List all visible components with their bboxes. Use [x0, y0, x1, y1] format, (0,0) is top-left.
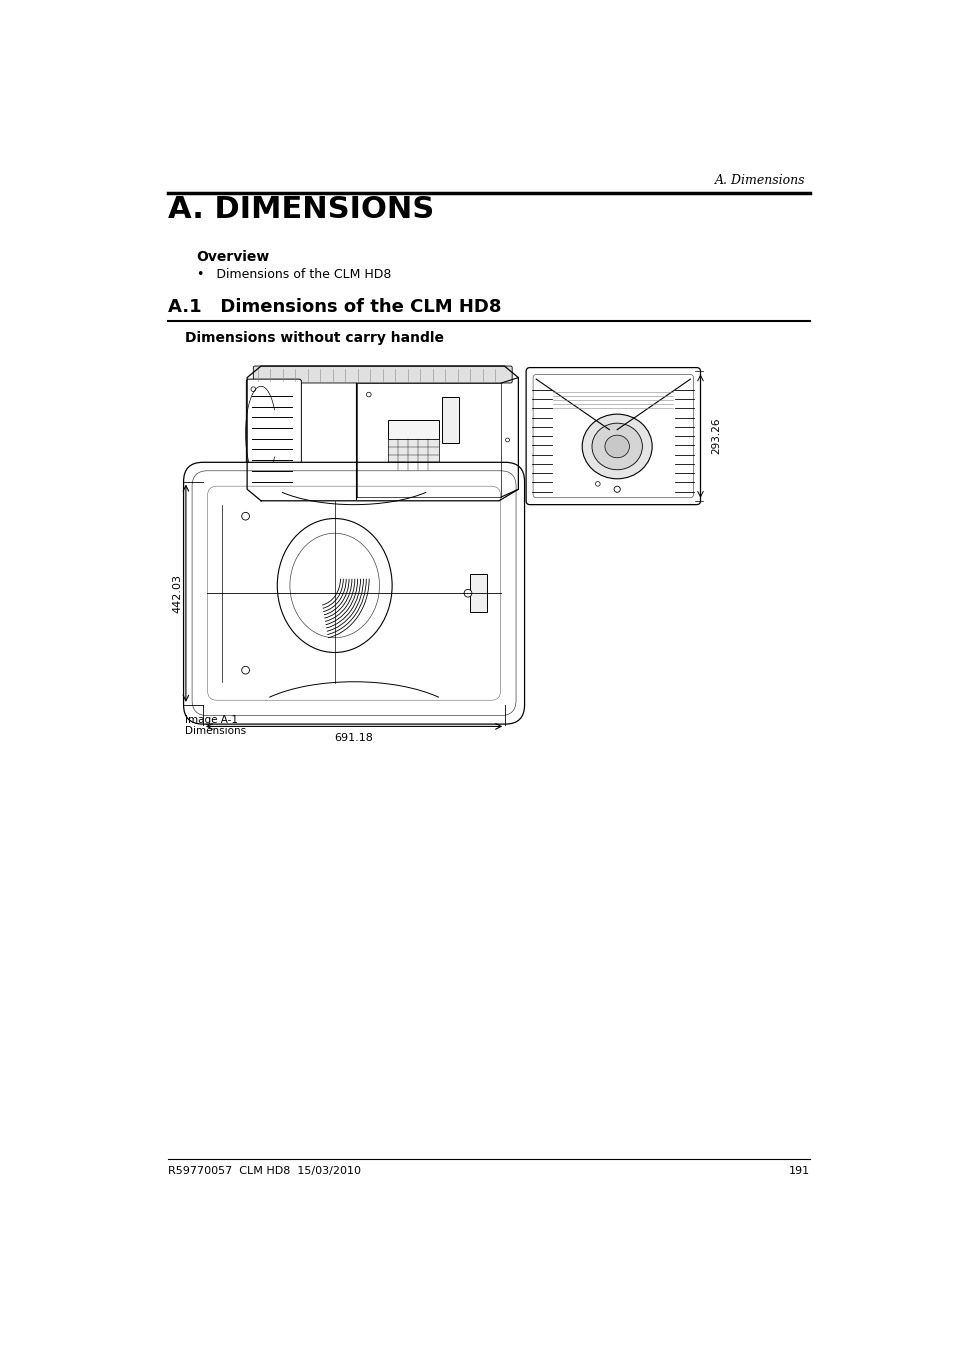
FancyBboxPatch shape: [183, 462, 524, 724]
Circle shape: [614, 486, 619, 493]
Circle shape: [505, 437, 509, 441]
FancyBboxPatch shape: [192, 471, 516, 716]
FancyBboxPatch shape: [208, 486, 500, 701]
Text: R59770057  CLM HD8  15/03/2010: R59770057 CLM HD8 15/03/2010: [168, 1166, 360, 1176]
Ellipse shape: [277, 518, 392, 652]
Ellipse shape: [592, 423, 641, 470]
Circle shape: [464, 590, 472, 597]
Ellipse shape: [468, 495, 482, 501]
FancyBboxPatch shape: [533, 374, 693, 498]
Text: Dimensions without carry handle: Dimensions without carry handle: [185, 331, 444, 346]
Text: Dimensions: Dimensions: [185, 726, 246, 736]
Bar: [388, 420, 438, 439]
Bar: [442, 397, 459, 443]
Circle shape: [366, 393, 371, 397]
Text: A. DIMENSIONS: A. DIMENSIONS: [168, 194, 434, 224]
Ellipse shape: [271, 495, 285, 501]
Circle shape: [241, 513, 249, 520]
Text: 691.18: 691.18: [335, 733, 374, 743]
Text: 191: 191: [788, 1166, 809, 1176]
FancyBboxPatch shape: [246, 379, 301, 487]
Circle shape: [595, 482, 599, 486]
Text: 293.26: 293.26: [711, 418, 720, 455]
Bar: [388, 439, 438, 470]
Ellipse shape: [581, 414, 652, 479]
Text: •   Dimensions of the CLM HD8: • Dimensions of the CLM HD8: [196, 267, 391, 281]
Circle shape: [241, 667, 249, 674]
Ellipse shape: [604, 435, 629, 458]
Text: A. Dimensions: A. Dimensions: [714, 174, 804, 186]
Text: Image A-1: Image A-1: [185, 716, 238, 725]
FancyBboxPatch shape: [253, 366, 512, 383]
Ellipse shape: [290, 533, 379, 637]
Bar: [470, 574, 487, 613]
Ellipse shape: [496, 495, 509, 501]
Text: A.1   Dimensions of the CLM HD8: A.1 Dimensions of the CLM HD8: [168, 298, 501, 316]
FancyBboxPatch shape: [525, 367, 700, 505]
Text: Overview: Overview: [196, 250, 270, 263]
Text: 442.03: 442.03: [172, 574, 182, 613]
Circle shape: [251, 387, 255, 392]
